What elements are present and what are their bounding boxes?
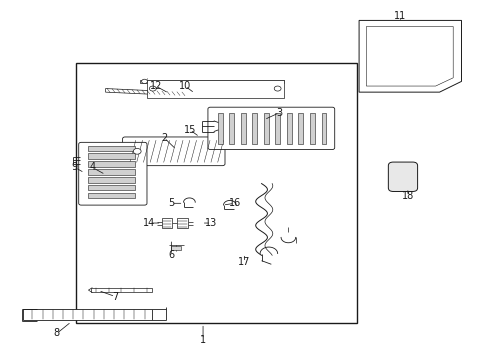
Bar <box>275 113 280 144</box>
Text: 12: 12 <box>149 81 162 91</box>
Circle shape <box>149 86 156 91</box>
Bar <box>321 113 326 144</box>
Bar <box>88 145 135 151</box>
Text: 10: 10 <box>179 81 191 91</box>
Bar <box>252 113 257 144</box>
Bar <box>161 219 172 228</box>
Bar <box>140 80 283 83</box>
Text: 13: 13 <box>205 218 217 228</box>
Bar <box>229 113 234 144</box>
Polygon shape <box>105 89 183 96</box>
Text: 17: 17 <box>238 257 250 267</box>
FancyBboxPatch shape <box>387 162 417 192</box>
Text: 5: 5 <box>168 198 174 208</box>
Polygon shape <box>91 288 152 292</box>
Text: 8: 8 <box>54 328 60 338</box>
Text: 9: 9 <box>72 162 78 172</box>
Bar <box>88 185 135 190</box>
Text: 4: 4 <box>89 162 95 172</box>
Bar <box>177 219 187 228</box>
Bar <box>298 113 303 144</box>
Bar <box>309 113 314 144</box>
Bar <box>171 246 181 250</box>
Text: 11: 11 <box>394 11 406 21</box>
Text: 18: 18 <box>401 191 413 201</box>
Bar <box>217 113 222 144</box>
Bar <box>88 193 135 198</box>
Bar <box>286 113 291 144</box>
Text: 6: 6 <box>168 250 174 260</box>
FancyBboxPatch shape <box>207 107 334 149</box>
Text: 16: 16 <box>228 198 241 208</box>
Bar <box>88 153 135 159</box>
Polygon shape <box>358 21 461 92</box>
Text: 3: 3 <box>276 108 282 118</box>
Text: 15: 15 <box>183 125 196 135</box>
Bar <box>76 63 356 323</box>
Text: 7: 7 <box>112 292 118 302</box>
Circle shape <box>274 86 281 91</box>
FancyBboxPatch shape <box>122 137 224 166</box>
Bar <box>264 113 268 144</box>
Bar <box>147 80 283 98</box>
Circle shape <box>133 148 141 154</box>
Bar <box>88 177 135 183</box>
Text: 1: 1 <box>200 334 206 345</box>
FancyBboxPatch shape <box>79 142 147 205</box>
Text: 2: 2 <box>161 133 167 143</box>
Bar <box>88 161 135 167</box>
Text: 14: 14 <box>143 218 155 228</box>
Polygon shape <box>366 27 452 86</box>
Circle shape <box>142 79 147 84</box>
Bar <box>240 113 245 144</box>
Polygon shape <box>22 309 152 320</box>
Bar <box>88 169 135 175</box>
